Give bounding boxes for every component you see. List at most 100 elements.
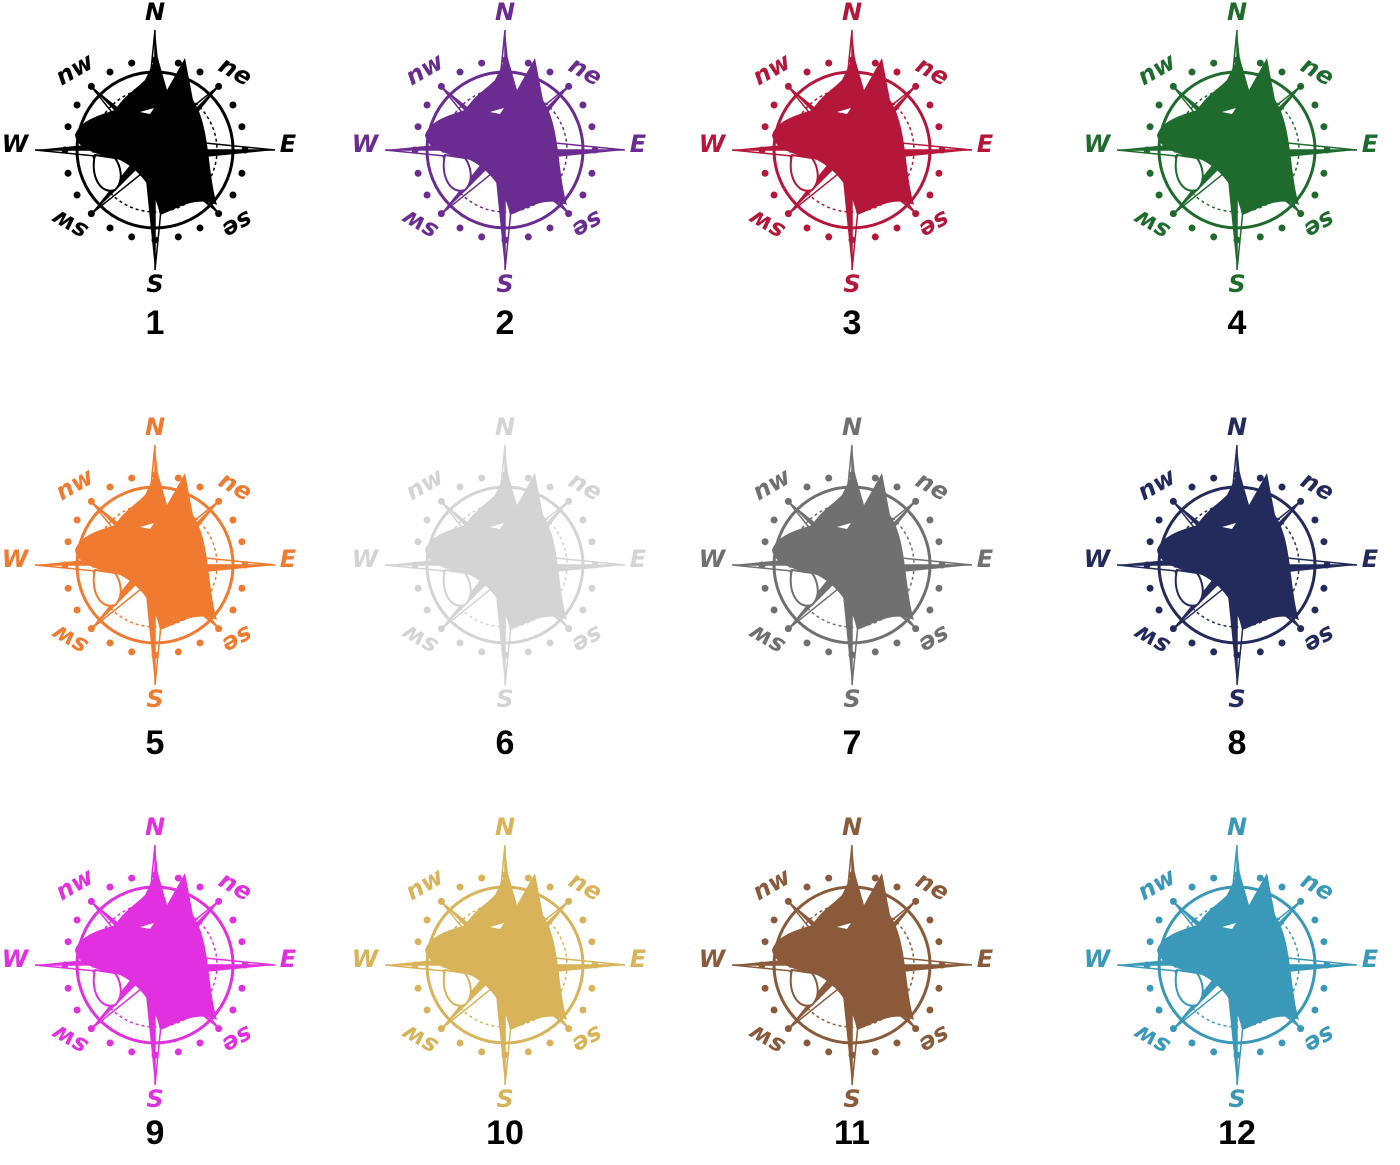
compass-label: E bbox=[1362, 945, 1379, 973]
ring-dot bbox=[546, 68, 554, 76]
compass-label: sw bbox=[396, 203, 442, 246]
compass-label: se bbox=[1299, 1020, 1339, 1060]
compass-label: se bbox=[567, 1020, 607, 1060]
ring-dot bbox=[174, 474, 182, 482]
compass-label: W bbox=[352, 945, 380, 973]
ring-dot bbox=[73, 191, 81, 199]
ring-dot bbox=[893, 1039, 901, 1047]
compass-label: E bbox=[630, 945, 647, 973]
dog-head bbox=[772, 470, 914, 630]
ring-dot bbox=[456, 224, 464, 232]
ring-dot bbox=[1278, 483, 1286, 491]
compass-label: N bbox=[842, 413, 862, 441]
dog-eye bbox=[1222, 108, 1236, 114]
ring-dot bbox=[1278, 1039, 1286, 1047]
ring-dot bbox=[524, 874, 532, 882]
ring-dot bbox=[1278, 639, 1286, 647]
ring-dot bbox=[456, 483, 464, 491]
compass-label: sw bbox=[396, 1018, 442, 1061]
compass-label: sw bbox=[396, 618, 442, 661]
ring-dot bbox=[1278, 883, 1286, 891]
dog-head bbox=[772, 55, 914, 215]
ring-dot bbox=[825, 648, 833, 656]
ring-dot bbox=[770, 191, 778, 199]
compass-label: se bbox=[567, 620, 607, 660]
ring-dot bbox=[64, 169, 72, 177]
ring-dot bbox=[478, 874, 486, 882]
ring-dot bbox=[1188, 224, 1196, 232]
ring-dot bbox=[524, 1048, 532, 1056]
dog-head bbox=[772, 870, 914, 1030]
ring-dot bbox=[1155, 191, 1163, 199]
ring-dot bbox=[546, 483, 554, 491]
dog-tongue bbox=[92, 968, 122, 1007]
ring-dot bbox=[128, 59, 136, 67]
compass-label: N bbox=[842, 0, 862, 26]
ring-dot bbox=[1188, 639, 1196, 647]
dog-tongue bbox=[1174, 153, 1204, 192]
compass-label: sw bbox=[1128, 203, 1174, 246]
ring-dot bbox=[588, 938, 596, 946]
compass-label: N bbox=[495, 813, 515, 841]
ring-dot bbox=[229, 606, 237, 614]
dog-eye bbox=[140, 108, 154, 114]
ring-dot bbox=[64, 938, 72, 946]
ring-dot bbox=[414, 938, 422, 946]
ring-dot bbox=[803, 1039, 811, 1047]
ring-dot bbox=[893, 483, 901, 491]
ring-dot bbox=[128, 648, 136, 656]
compass-label: W bbox=[1084, 545, 1112, 573]
dog-tongue bbox=[92, 568, 122, 607]
ring-dot bbox=[478, 1048, 486, 1056]
compass-label: W bbox=[2, 945, 30, 973]
ring-dot bbox=[761, 123, 769, 131]
ring-dot bbox=[1320, 169, 1328, 177]
dog-head bbox=[1157, 55, 1299, 215]
ring-dot bbox=[414, 984, 422, 992]
compass-label: sw bbox=[743, 618, 789, 661]
ring-dot bbox=[414, 123, 422, 131]
ring-dot bbox=[825, 59, 833, 67]
compass-label: S bbox=[496, 270, 513, 298]
ring-dot bbox=[871, 59, 879, 67]
ring-dot bbox=[761, 169, 769, 177]
ring-dot bbox=[196, 639, 204, 647]
ring-dot bbox=[893, 68, 901, 76]
ring-dot bbox=[64, 123, 72, 131]
dog-tongue bbox=[1174, 968, 1204, 1007]
ring-dot bbox=[803, 639, 811, 647]
compass-label: S bbox=[496, 685, 513, 713]
ring-dot bbox=[238, 169, 246, 177]
compass-label: sw bbox=[1128, 618, 1174, 661]
ring-dot bbox=[770, 516, 778, 524]
ring-dot bbox=[935, 984, 943, 992]
compass-label: N bbox=[145, 0, 165, 26]
compass-label: sw bbox=[46, 618, 92, 661]
ring-dot bbox=[546, 639, 554, 647]
ring-dot bbox=[770, 1006, 778, 1014]
ring-dot bbox=[1210, 233, 1218, 241]
compass-label: N bbox=[145, 813, 165, 841]
ring-dot bbox=[588, 169, 596, 177]
compass-label: W bbox=[699, 945, 727, 973]
ring-dot bbox=[414, 538, 422, 546]
compass-label: sw bbox=[1128, 1018, 1174, 1061]
ring-dot bbox=[1256, 474, 1264, 482]
ring-dot bbox=[423, 606, 431, 614]
dog-head bbox=[1157, 870, 1299, 1030]
ring-dot bbox=[196, 483, 204, 491]
ring-dot bbox=[761, 938, 769, 946]
ring-dot bbox=[229, 916, 237, 924]
ring-dot bbox=[196, 1039, 204, 1047]
ring-dot bbox=[1188, 1039, 1196, 1047]
dog-eye bbox=[490, 108, 504, 114]
compass-label: se bbox=[914, 205, 954, 245]
compass-label: S bbox=[146, 685, 163, 713]
